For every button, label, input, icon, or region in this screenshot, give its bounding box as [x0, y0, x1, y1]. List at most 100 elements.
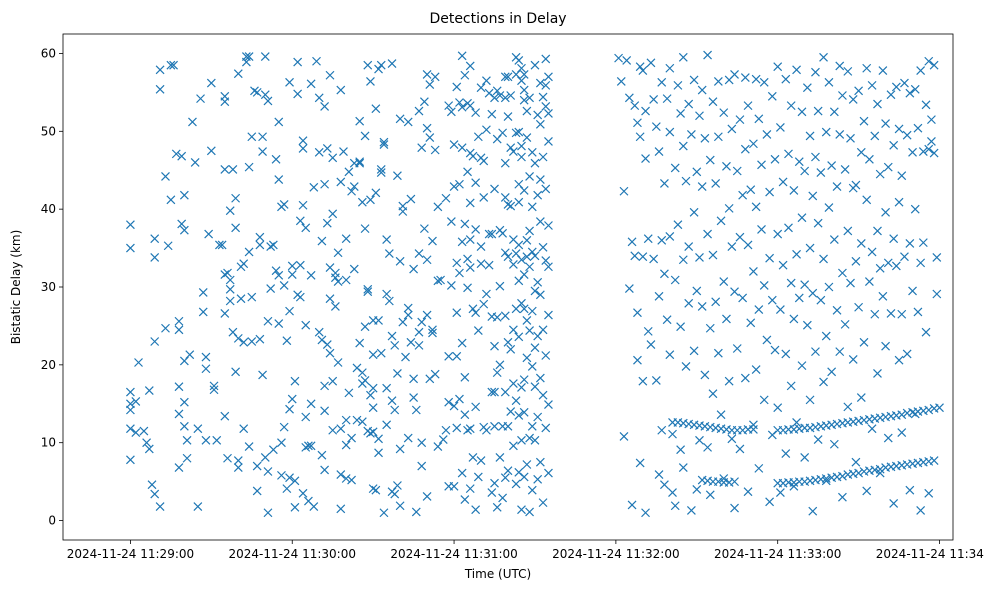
- data-point: [522, 460, 532, 469]
- data-point: [681, 361, 691, 371]
- data-point: [544, 262, 553, 272]
- data-point: [722, 161, 731, 171]
- data-point: [533, 110, 543, 120]
- data-point: [465, 101, 475, 111]
- data-point: [517, 298, 526, 308]
- data-point: [481, 289, 491, 299]
- data-point: [508, 325, 518, 335]
- chart-title: Detections in Delay: [429, 11, 566, 27]
- data-point: [541, 54, 551, 64]
- data-point: [414, 106, 424, 116]
- data-point: [341, 234, 351, 244]
- data-point: [794, 293, 804, 303]
- x-tick-label: 2024-11-24 11:29:00: [67, 547, 194, 561]
- data-point: [724, 376, 734, 386]
- data-point: [174, 409, 184, 419]
- data-point: [301, 412, 311, 422]
- data-point: [765, 187, 775, 197]
- data-point: [856, 147, 866, 157]
- data-point: [490, 421, 499, 431]
- data-point: [171, 149, 181, 159]
- data-point: [511, 396, 521, 406]
- data-point: [231, 223, 241, 233]
- data-point: [463, 167, 472, 177]
- data-point: [376, 168, 386, 177]
- data-point: [846, 278, 855, 288]
- data-point: [684, 242, 694, 251]
- data-point: [225, 284, 235, 294]
- data-point: [522, 353, 532, 363]
- data-point: [538, 92, 548, 102]
- data-point: [471, 108, 481, 118]
- data-point: [508, 147, 518, 156]
- data-point: [514, 127, 524, 137]
- data-point: [449, 401, 459, 411]
- data-point: [169, 60, 179, 70]
- data-point: [503, 421, 513, 431]
- data-point: [533, 474, 543, 484]
- data-point: [433, 276, 443, 286]
- y-axis-ticks: 0 10 20 30 40 50 60: [41, 46, 63, 528]
- y-tick-label: 20: [41, 358, 56, 372]
- data-point: [813, 106, 823, 116]
- data-point: [371, 485, 381, 495]
- data-point: [457, 143, 467, 153]
- data-point: [835, 129, 845, 139]
- data-point: [279, 281, 289, 290]
- data-point: [204, 229, 214, 239]
- data-point: [368, 383, 378, 393]
- data-point: [457, 237, 467, 247]
- data-point: [258, 132, 268, 142]
- data-point: [519, 85, 529, 95]
- data-point: [897, 171, 907, 181]
- data-point: [894, 124, 904, 134]
- data-point: [705, 323, 715, 333]
- data-point: [924, 488, 934, 498]
- data-point: [481, 76, 491, 86]
- data-point: [430, 369, 440, 379]
- data-point: [398, 201, 408, 211]
- data-point: [503, 200, 513, 209]
- data-point: [527, 147, 537, 157]
- data-point: [411, 507, 421, 517]
- data-point: [678, 52, 688, 62]
- data-point: [344, 388, 354, 398]
- data-point: [889, 140, 899, 150]
- data-point: [392, 481, 402, 490]
- data-point: [913, 123, 923, 133]
- data-point: [223, 453, 232, 463]
- data-point: [873, 99, 882, 109]
- data-point: [859, 337, 869, 347]
- data-point: [298, 200, 308, 210]
- data-point: [479, 299, 489, 309]
- data-point: [695, 252, 704, 262]
- data-point: [233, 463, 243, 473]
- data-point: [438, 435, 448, 445]
- data-point: [527, 202, 537, 212]
- data-point: [819, 52, 828, 62]
- data-point: [166, 195, 176, 205]
- data-point: [403, 117, 413, 127]
- data-point: [271, 266, 281, 276]
- data-point: [417, 143, 427, 153]
- data-point: [268, 445, 278, 455]
- data-point: [198, 288, 208, 297]
- data-point: [813, 218, 823, 228]
- data-point: [422, 491, 432, 501]
- data-point: [382, 383, 392, 393]
- data-point: [368, 427, 378, 437]
- data-point: [851, 256, 861, 266]
- data-point: [293, 57, 303, 67]
- data-point: [916, 66, 926, 76]
- data-point: [535, 217, 545, 227]
- data-point: [802, 83, 812, 93]
- data-point: [379, 508, 389, 518]
- y-tick-label: 0: [48, 514, 56, 528]
- data-point: [541, 184, 551, 194]
- data-point: [390, 340, 400, 350]
- data-point: [544, 221, 553, 230]
- data-point: [322, 218, 332, 228]
- data-point: [460, 495, 470, 504]
- data-point: [506, 344, 516, 354]
